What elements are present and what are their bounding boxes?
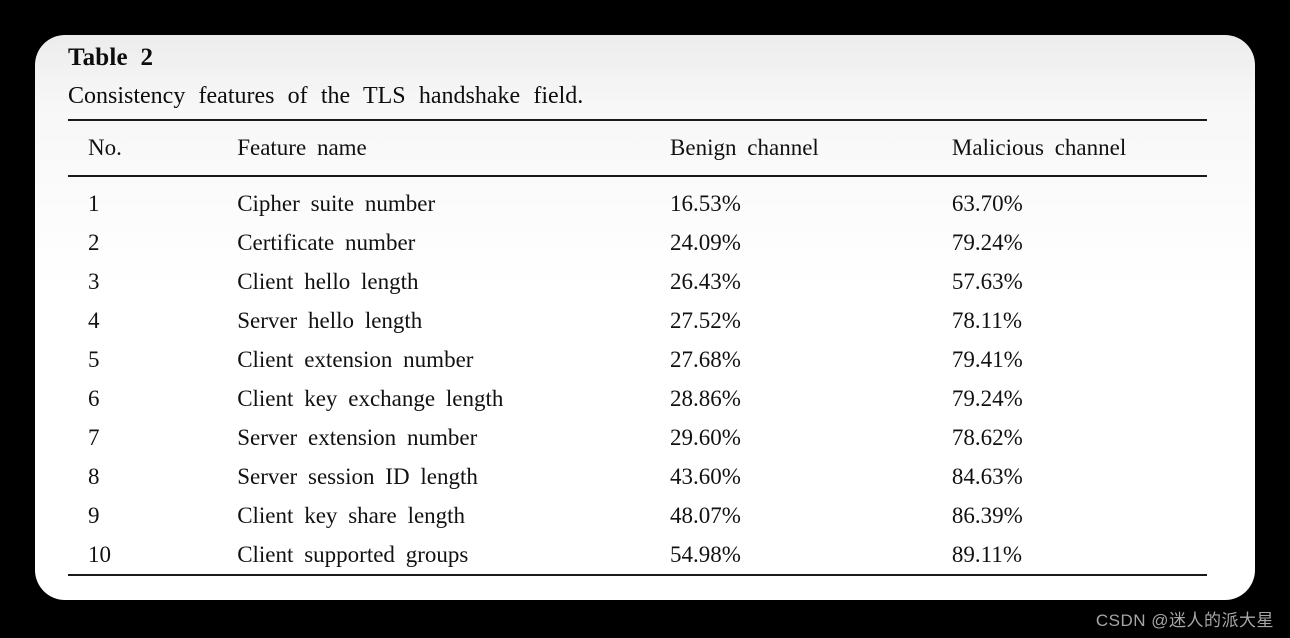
cell-feature: Cipher suite number xyxy=(237,190,436,216)
cell-feature: Certificate number xyxy=(237,229,416,255)
cell-benign: 54.98% xyxy=(670,535,952,576)
cell-malicious: 78.62% xyxy=(951,424,1023,450)
table-row: 8 Server session ID length 43.60% 84.63% xyxy=(68,457,1207,496)
cell-no: 5 xyxy=(88,346,100,372)
cell-malicious: 79.41% xyxy=(951,346,1023,372)
cell-no: 10 xyxy=(68,535,238,576)
cell-benign: 29.60% xyxy=(670,424,741,450)
table-row: 3 Client hello length 26.43% 57.63% xyxy=(68,262,1207,301)
table-row: 1 Cipher suite number 16.53% 63.70% xyxy=(68,176,1207,223)
cell-feature: Server session ID length xyxy=(237,463,478,489)
cell-no: 3 xyxy=(88,268,100,294)
header-feature-name: Feature name xyxy=(237,119,671,177)
table-header: No. Feature name Benign channel Maliciou… xyxy=(68,119,1207,177)
cell-malicious: 84.63% xyxy=(951,463,1023,489)
cell-malicious: 78.11% xyxy=(951,307,1022,333)
cell-benign: 48.07% xyxy=(670,502,741,528)
table-row: 2 Certificate number 24.09% 79.24% xyxy=(68,223,1207,262)
cell-benign: 16.53% xyxy=(670,190,741,216)
table-caption: Consistency features of the TLS handshak… xyxy=(68,83,584,109)
cell-feature: Client key share length xyxy=(237,502,466,528)
cell-no: 8 xyxy=(88,463,100,489)
cell-no: 6 xyxy=(88,385,100,411)
table-row: 10 Client supported groups 54.98% 89.11% xyxy=(68,535,1207,576)
cell-benign: 28.86% xyxy=(670,385,741,411)
header-no: No. xyxy=(68,119,238,177)
cell-malicious: 63.70% xyxy=(951,190,1023,216)
table-row: 6 Client key exchange length 28.86% 79.24% xyxy=(68,379,1207,418)
table-title: Table 2 xyxy=(68,44,154,71)
cell-malicious: 57.63% xyxy=(951,268,1023,294)
cell-no: 1 xyxy=(88,190,100,216)
cell-no: 4 xyxy=(88,307,100,333)
cell-no: 7 xyxy=(88,424,100,450)
cell-no: 2 xyxy=(88,229,100,255)
cell-no: 9 xyxy=(88,502,100,528)
cell-malicious: 86.39% xyxy=(951,502,1023,528)
table-body: 1 Cipher suite number 16.53% 63.70% 2 Certifi… xyxy=(68,176,1207,576)
cell-benign: 43.60% xyxy=(670,463,741,489)
consistency-features-table: No. Feature name Benign channel Maliciou… xyxy=(68,119,1207,576)
table-row: 4 Server hello length 27.52% 78.11% xyxy=(68,301,1207,340)
cell-feature: Server hello length xyxy=(237,307,423,333)
cell-benign: 27.68% xyxy=(670,346,741,372)
cell-feature: Client supported groups xyxy=(237,535,671,576)
cell-benign: 27.52% xyxy=(670,307,741,333)
header-row: No. Feature name Benign channel Maliciou… xyxy=(68,119,1207,177)
cell-feature: Server extension number xyxy=(237,424,478,450)
csdn-watermark: CSDN @迷人的派大星 xyxy=(1095,611,1274,630)
cell-benign: 26.43% xyxy=(670,268,741,294)
table-row: 7 Server extension number 29.60% 78.62% xyxy=(68,418,1207,457)
cell-malicious: 79.24% xyxy=(951,385,1023,411)
cell-malicious: 79.24% xyxy=(951,229,1023,255)
table-row: 5 Client extension number 27.68% 79.41% xyxy=(68,340,1207,379)
cell-malicious: 89.11% xyxy=(951,535,1207,576)
header-benign-channel: Benign channel xyxy=(670,119,952,177)
table-row: 9 Client key share length 48.07% 86.39% xyxy=(68,496,1207,535)
header-malicious-channel: Malicious channel xyxy=(951,119,1207,177)
cell-benign: 24.09% xyxy=(670,229,741,255)
cell-feature: Client key exchange length xyxy=(237,385,504,411)
cell-feature: Client extension number xyxy=(237,346,474,372)
cell-feature: Client hello length xyxy=(237,268,419,294)
paper-card: Table 2 Consistency features of the TLS … xyxy=(35,35,1255,600)
